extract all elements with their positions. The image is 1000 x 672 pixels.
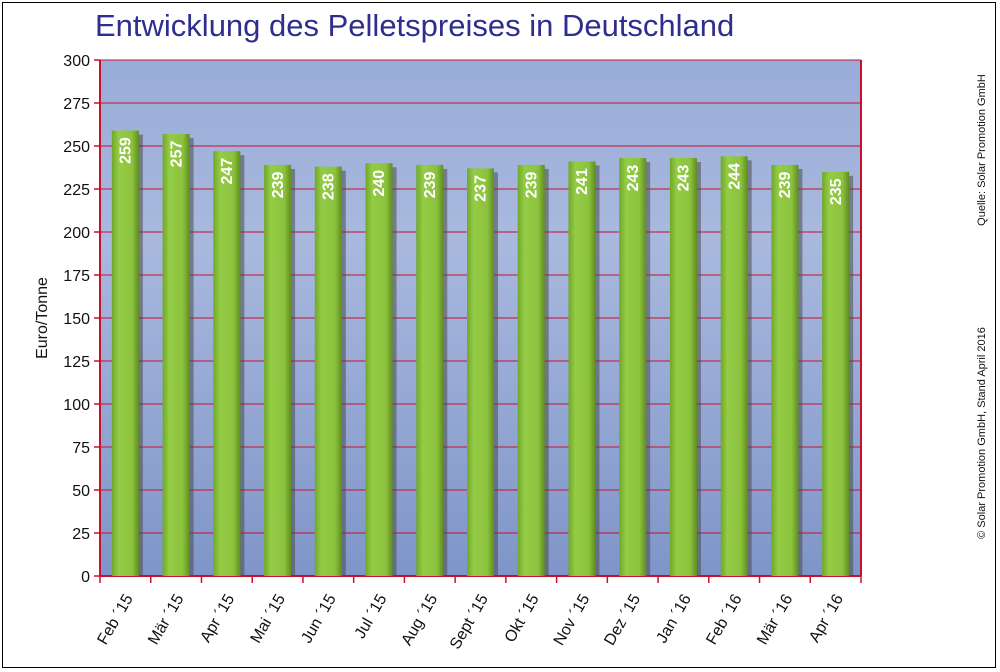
x-tick-label: Mär ´15 [145,591,187,647]
bar-value-label: 247 [219,158,236,185]
x-tick-label: Okt ´15 [502,591,543,645]
x-tick-label: Aug ´15 [398,591,441,648]
y-tick-label: 75 [72,440,90,457]
bar [568,161,596,577]
bar-value-label: 239 [523,171,540,198]
bar [365,163,393,576]
bar-value-label: 237 [473,175,490,202]
y-tick-label: 275 [63,96,90,113]
x-tick-label: Sept ´15 [447,591,492,652]
bar [314,166,342,576]
bar [264,164,292,577]
bar-value-label: 243 [625,165,642,192]
bar [517,164,545,577]
y-tick-label: 250 [63,139,90,156]
bar [213,151,241,576]
y-tick-label: 225 [63,182,90,199]
y-tick-label: 150 [63,311,90,328]
x-tick-label: Feb ´15 [95,591,137,647]
y-tick-label: 0 [81,569,90,586]
x-tick-label: Jul ´15 [352,591,391,641]
bar-value-label: 239 [777,171,794,198]
x-tick-label: Jan ´16 [653,591,694,646]
bar-value-label: 243 [676,165,693,192]
bar [162,133,190,576]
bar [822,171,850,577]
y-tick-label: 100 [63,397,90,414]
bar [619,158,647,577]
x-tick-label: Apr ´15 [197,591,238,645]
bar-value-label: 241 [574,168,591,195]
bar [416,164,444,577]
bar-value-label: 235 [828,178,845,205]
chart-title: Entwicklung des Pelletspreises in Deutsc… [95,8,735,43]
bar [771,164,799,577]
bar-value-label: 244 [726,163,743,190]
y-tick-label: 125 [63,354,90,371]
bar [669,158,697,577]
x-tick-label: Mai ´15 [248,591,289,646]
y-tick-label: 200 [63,225,90,242]
bar [720,156,748,576]
bar [111,130,139,576]
y-tick-label: 25 [72,526,90,543]
x-tick-label: Jun ´15 [298,591,339,646]
y-tick-label: 175 [63,268,90,285]
x-tick-label: Nov ´15 [551,591,594,648]
bar-value-label: 257 [168,141,185,168]
y-tick-label: 50 [72,483,90,500]
bar-value-label: 239 [270,171,287,198]
x-tick-label: Apr ´16 [806,591,847,645]
x-tick-label: Dez ´15 [601,591,644,648]
bar-value-label: 238 [321,173,338,200]
bar-value-label: 240 [371,170,388,197]
bar-value-label: 259 [118,137,135,164]
x-tick-label: Feb ´16 [703,591,745,647]
x-tick-label: Mär ´16 [754,591,796,647]
bar-value-label: 239 [422,171,439,198]
y-tick-label: 300 [63,53,90,70]
bar [467,168,494,577]
